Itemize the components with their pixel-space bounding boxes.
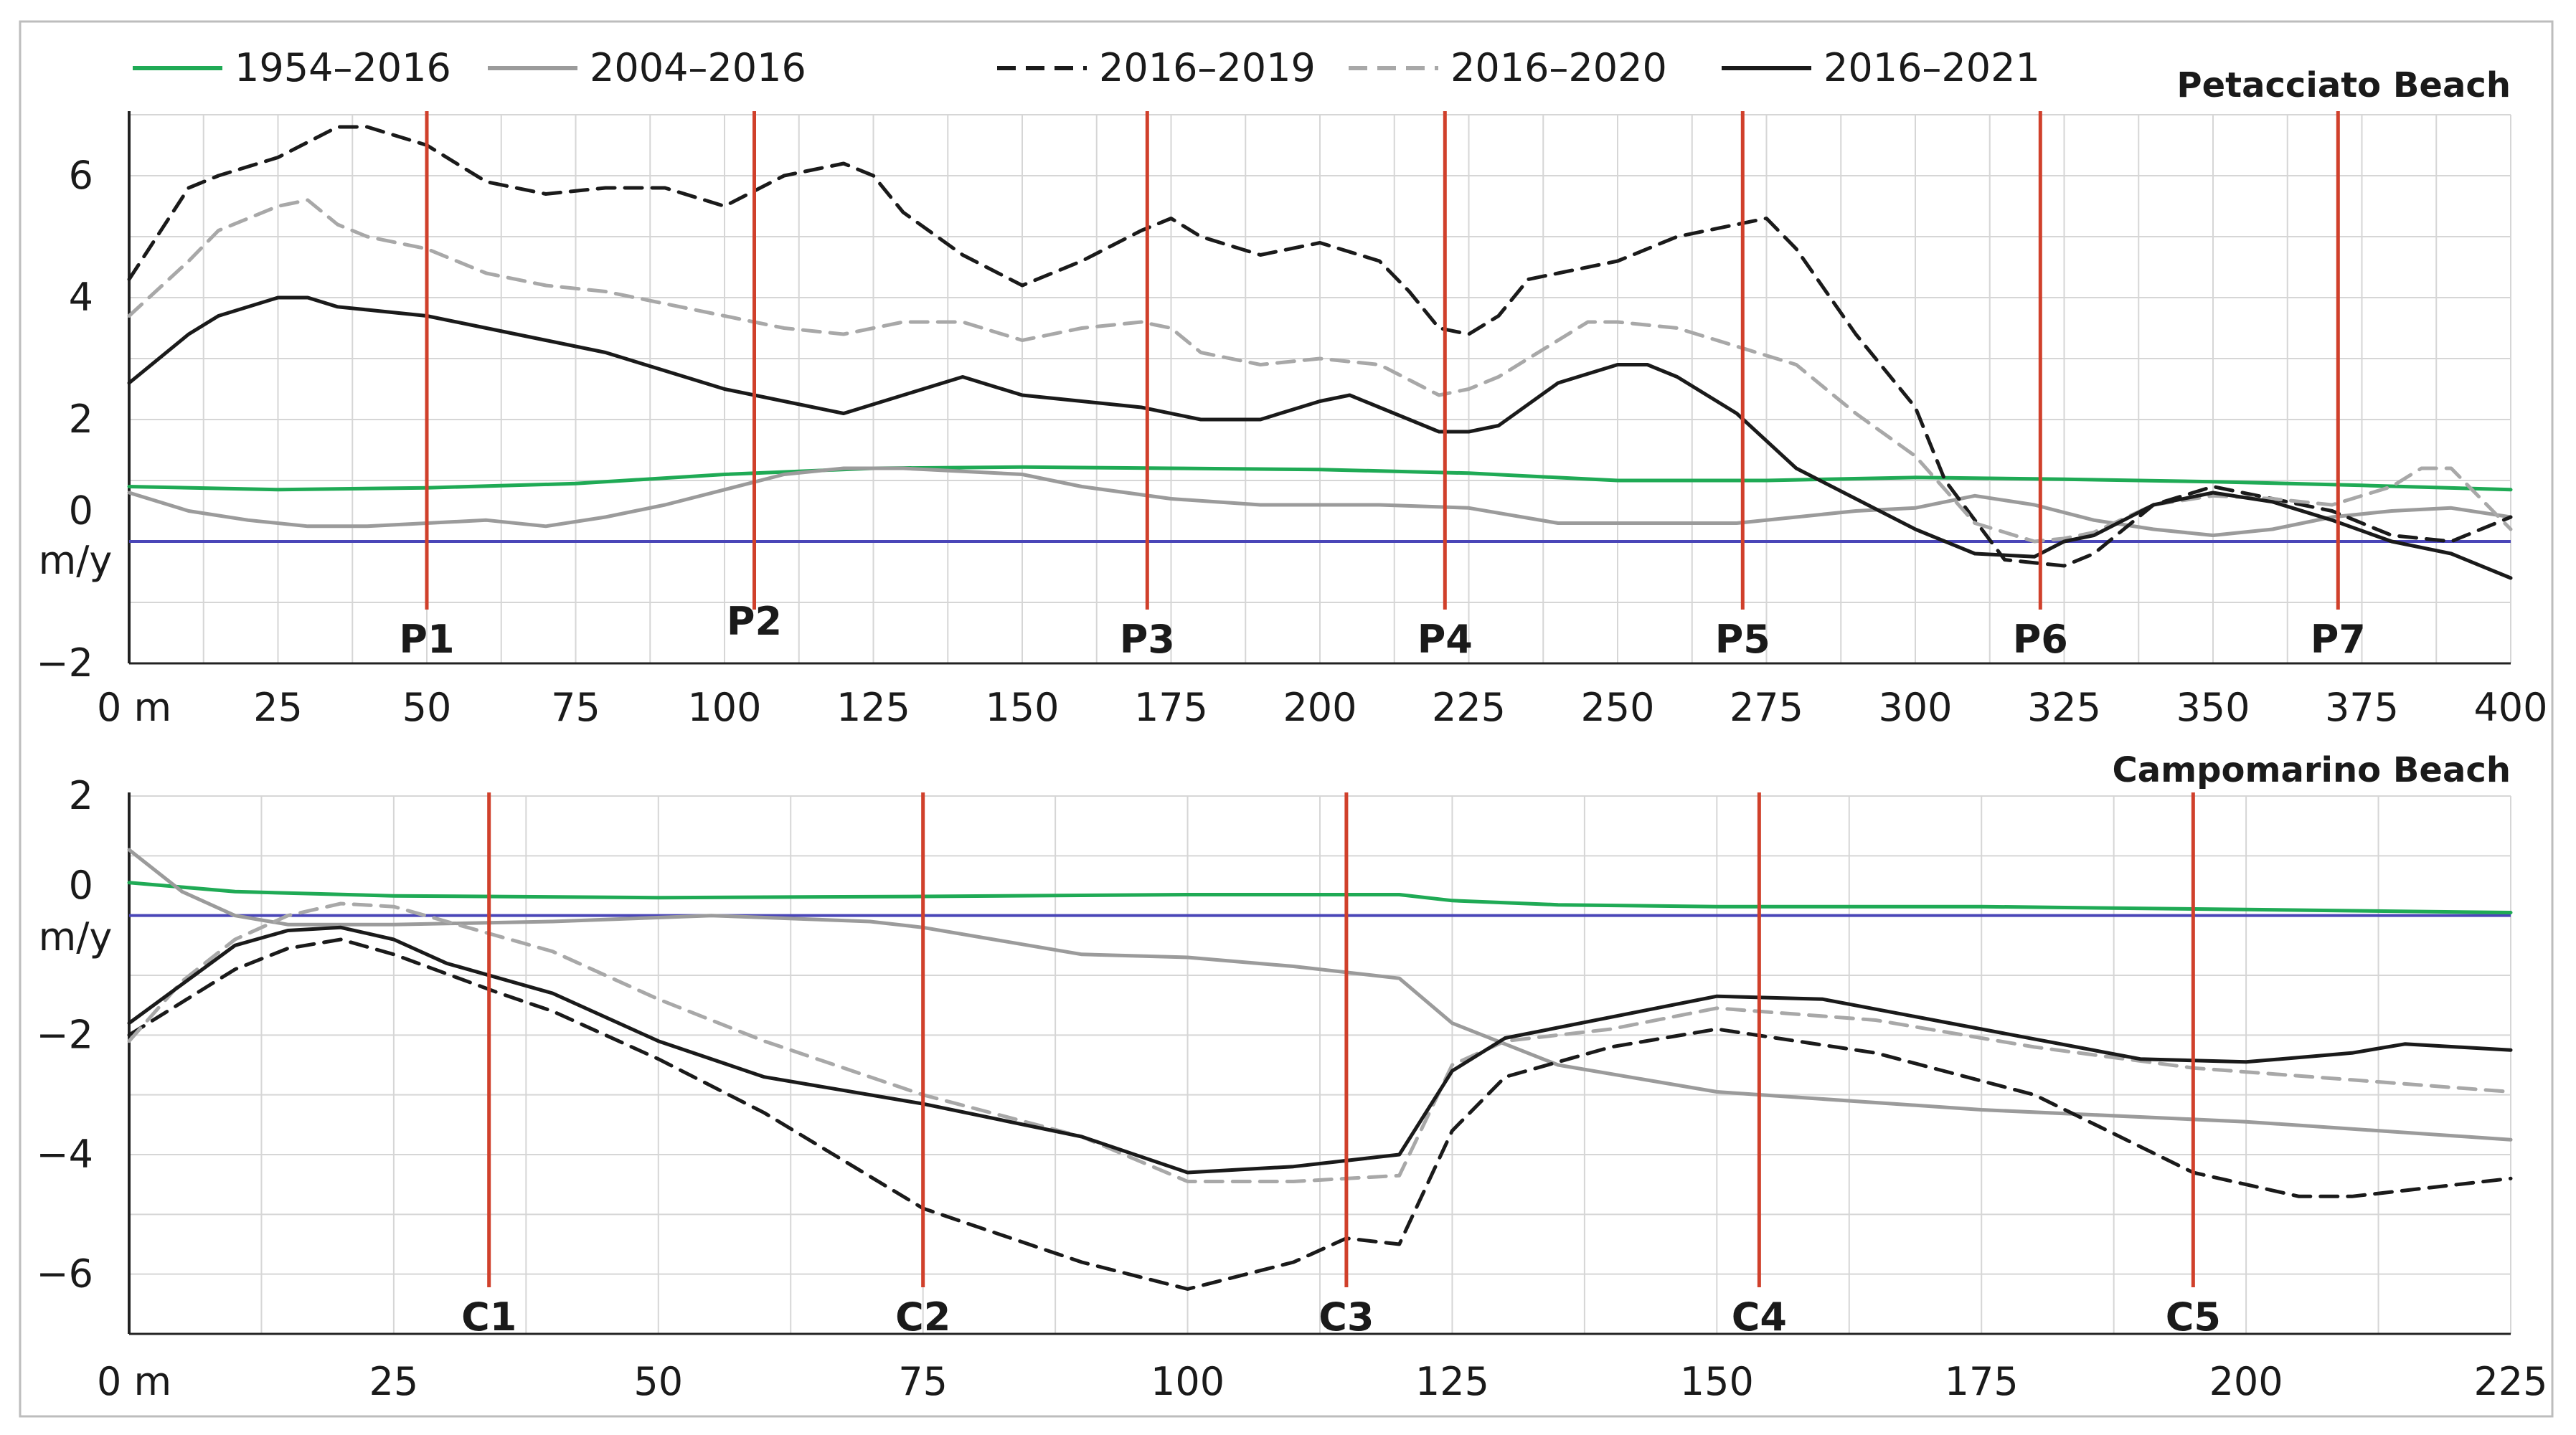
legend: 1954–2016 2004–2016 2016–2019 2016–2020 2016… <box>133 45 2040 90</box>
petacciato-beach-x-tick-label: 25 <box>253 685 303 730</box>
marker-label-c2: C2 <box>895 1294 950 1340</box>
campomarino-beach-y-tick-label: −2 <box>36 1012 93 1057</box>
campomarino-beach-x-tick-label: 25 <box>369 1359 419 1404</box>
petacciato-beach-x-tick-label: 150 <box>985 685 1059 730</box>
marker-label-p4: P4 <box>1417 617 1473 662</box>
petacciato-beach-series-2016-2021 <box>127 295 2513 580</box>
campomarino-beach-x-tick-label: 225 <box>2473 1359 2547 1404</box>
campomarino-beach-x-tick-label: 75 <box>898 1359 948 1404</box>
marker-label-c5: C5 <box>2166 1294 2221 1340</box>
petacciato-beach-y-tick-label: 0 <box>69 488 93 534</box>
petacciato-beach-y-tick-label: 2 <box>69 397 93 442</box>
legend-label-2004-2016: 2004–2016 <box>590 45 806 90</box>
petacciato-beach-x-tick-label: 75 <box>551 685 600 730</box>
campomarino-beach-series-2016-2021 <box>127 925 2513 1175</box>
petacciato-beach-series-2016-2020 <box>127 198 2513 544</box>
marker-label-c4: C4 <box>1732 1294 1787 1340</box>
petacciato-beach-series-2004-2016 <box>127 466 2513 537</box>
legend-label-1954-2016: 1954–2016 <box>235 45 451 90</box>
petacciato-beach-x-tick-label: 100 <box>687 685 761 730</box>
campomarino-panel: −6 −4 −2 0 2 m/y 0 m 25 50 75 100 125 150 175 200 225 Ca… <box>36 750 2547 1404</box>
petacciato-beach-y-tick-label: 6 <box>69 153 93 198</box>
petacciato-beach-y-tick-label: 4 <box>69 275 93 320</box>
petacciato-beach-y-tick-label: −2 <box>36 640 93 686</box>
petacciato-beach-x-tick-label: 125 <box>836 685 910 730</box>
petacciato-beach-x-tick-label: 300 <box>1878 685 1952 730</box>
campomarino-beach-series-2016-2019 <box>127 937 2513 1291</box>
campomarino-beach-x-tick-label: 175 <box>1945 1359 2019 1404</box>
petacciato-beach-x-tick-label: 175 <box>1134 685 1208 730</box>
campomarino-beach-x-tick-label: 50 <box>633 1359 683 1404</box>
petacciato-beach-unit-label: m/y <box>39 538 113 583</box>
petacciato-beach-series-1954-2016 <box>127 465 2513 492</box>
campomarino-beach-series-1954-2016 <box>127 881 2513 914</box>
marker-label-p5: P5 <box>1715 617 1770 662</box>
campomarino-beach-x-tick-label: 125 <box>1415 1359 1489 1404</box>
marker-label-p2: P2 <box>727 599 782 644</box>
petacciato-beach-title: Petacciato Beach <box>2176 65 2511 105</box>
campomarino-beach-series-2004-2016 <box>127 848 2513 1142</box>
legend-label-2016-2021: 2016–2021 <box>1824 45 2040 90</box>
campomarino-beach-x-tick-label: 200 <box>2209 1359 2283 1404</box>
petacciato-beach-x-tick-label: 275 <box>1730 685 1803 730</box>
legend-label-2016-2019: 2016–2019 <box>1099 45 1316 90</box>
legend-label-2016-2020: 2016–2020 <box>1450 45 1667 90</box>
marker-label-c3: C3 <box>1318 1294 1374 1340</box>
marker-label-p1: P1 <box>399 617 454 662</box>
petacciato-beach-x-tick-label: 0 m <box>97 685 171 730</box>
petacciato-beach-x-tick-label: 50 <box>402 685 452 730</box>
petacciato-beach-x-tick-label: 225 <box>1432 685 1506 730</box>
petacciato-beach-x-tick-label: 375 <box>2325 685 2399 730</box>
petacciato-beach-x-tick-label: 250 <box>1580 685 1654 730</box>
campomarino-beach-title: Campomarino Beach <box>2112 750 2511 790</box>
campomarino-beach-y-tick-label: 2 <box>69 773 93 818</box>
petacciato-beach-x-tick-label: 200 <box>1283 685 1357 730</box>
marker-label-c1: C1 <box>461 1294 516 1340</box>
campomarino-beach-y-tick-label: −6 <box>36 1251 93 1297</box>
petacciato-beach-series-2016-2019 <box>127 125 2513 568</box>
petacciato-beach-x-tick-label: 350 <box>2176 685 2250 730</box>
campomarino-beach-y-tick-label: 0 <box>69 863 93 908</box>
marker-label-p3: P3 <box>1120 617 1175 662</box>
campomarino-beach-y-tick-label: −4 <box>36 1132 93 1177</box>
petacciato-panel: −2 0 2 4 6 m/y 0 m 25 50 75 100 125 150 175 200 225 250 2… <box>36 65 2547 730</box>
campomarino-beach-unit-label: m/y <box>39 914 113 960</box>
marker-label-p7: P7 <box>2311 617 2366 662</box>
campomarino-beach-x-tick-label: 0 m <box>97 1359 171 1404</box>
campomarino-beach-x-tick-label: 150 <box>1680 1359 1754 1404</box>
campomarino-beach-x-tick-label: 100 <box>1151 1359 1225 1404</box>
petacciato-beach-x-tick-label: 325 <box>2027 685 2101 730</box>
petacciato-beach-x-tick-label: 400 <box>2473 685 2547 730</box>
marker-label-p6: P6 <box>2013 617 2068 662</box>
campomarino-beach-series-2016-2020 <box>127 901 2513 1183</box>
